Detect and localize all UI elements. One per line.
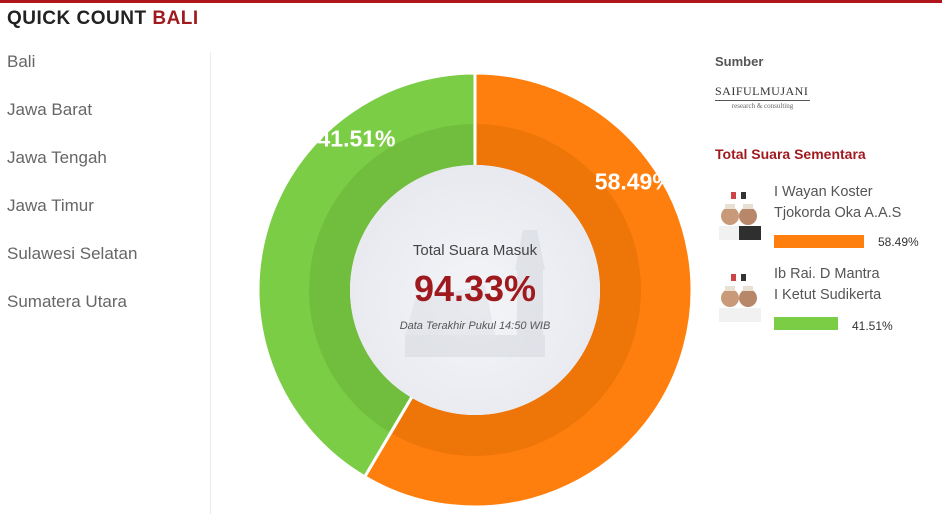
candidate-names: Ib Rai. D Mantra I Ketut Sudikerta (774, 264, 881, 306)
candidate-name-1: I Wayan Koster (774, 184, 873, 200)
candidate-vote-percent: 58.49% (878, 235, 919, 249)
candidate-row-mantra: Ib Rai. D Mantra I Ketut Sudikerta 41.51… (715, 264, 942, 334)
sidebar-item-bali[interactable]: Bali (7, 52, 36, 71)
candidate-name-2: I Ketut Sudikerta (774, 287, 882, 303)
sidebar-item-sulawesi-selatan[interactable]: Sulawesi Selatan (7, 244, 138, 263)
slice-mantra-inner-ring (308, 124, 474, 432)
slice-koster-inner-ring (392, 124, 641, 456)
top-accent-bar (0, 0, 942, 3)
page-title: QUICK COUNT BALI (7, 8, 199, 30)
candidate-name-1: Ib Rai. D Mantra (774, 266, 880, 282)
sidebar-item-sumatera-utara[interactable]: Sumatera Utara (7, 292, 127, 311)
candidate-row-koster: I Wayan Koster Tjokorda Oka A.A.S 58.49% (715, 182, 942, 252)
sidebar-item-jawa-barat[interactable]: Jawa Barat (7, 100, 93, 119)
results-title: Total Suara Sementara (715, 146, 866, 162)
candidate-name-2: Tjokorda Oka A.A.S (774, 205, 902, 221)
candidate-names: I Wayan Koster Tjokorda Oka A.A.S (774, 182, 901, 224)
logo-underline (715, 100, 810, 101)
source-label: Sumber (715, 54, 764, 69)
candidate-vote-bar (774, 235, 864, 248)
sidebar-item-jawa-timur[interactable]: Jawa Timur (7, 196, 94, 215)
candidate-vote-bar (774, 317, 838, 330)
temple-silhouette-decoration (405, 230, 545, 357)
page-title-region: BALI (152, 8, 199, 29)
results-panel: Sumber SAIFULMUJANI research & consultin… (715, 54, 942, 333)
segment-label-koster: 58.49% (594, 168, 673, 195)
sidebar-divider (210, 52, 211, 514)
logo-text: SAIFULMUJANI (715, 84, 809, 98)
segment-label-mantra: 41.51% (317, 125, 396, 152)
logo-subtext: research & consulting (731, 102, 794, 110)
donut-chart-svg (256, 71, 694, 509)
candidate-photo-icon (715, 272, 763, 322)
candidate-vote-percent: 41.51% (852, 319, 893, 333)
candidate-photo-icon (715, 190, 763, 240)
donut-chart: Total Suara Masuk 94.33% Data Terakhir P… (255, 70, 695, 510)
region-sidebar: Bali Jawa Barat Jawa Tengah Jawa Timur S… (7, 50, 207, 338)
page-title-prefix: QUICK COUNT (7, 8, 147, 29)
donut-center-background (350, 165, 600, 415)
sidebar-item-jawa-tengah[interactable]: Jawa Tengah (7, 148, 107, 167)
saifulmujani-logo: SAIFULMUJANI research & consulting (715, 84, 810, 110)
